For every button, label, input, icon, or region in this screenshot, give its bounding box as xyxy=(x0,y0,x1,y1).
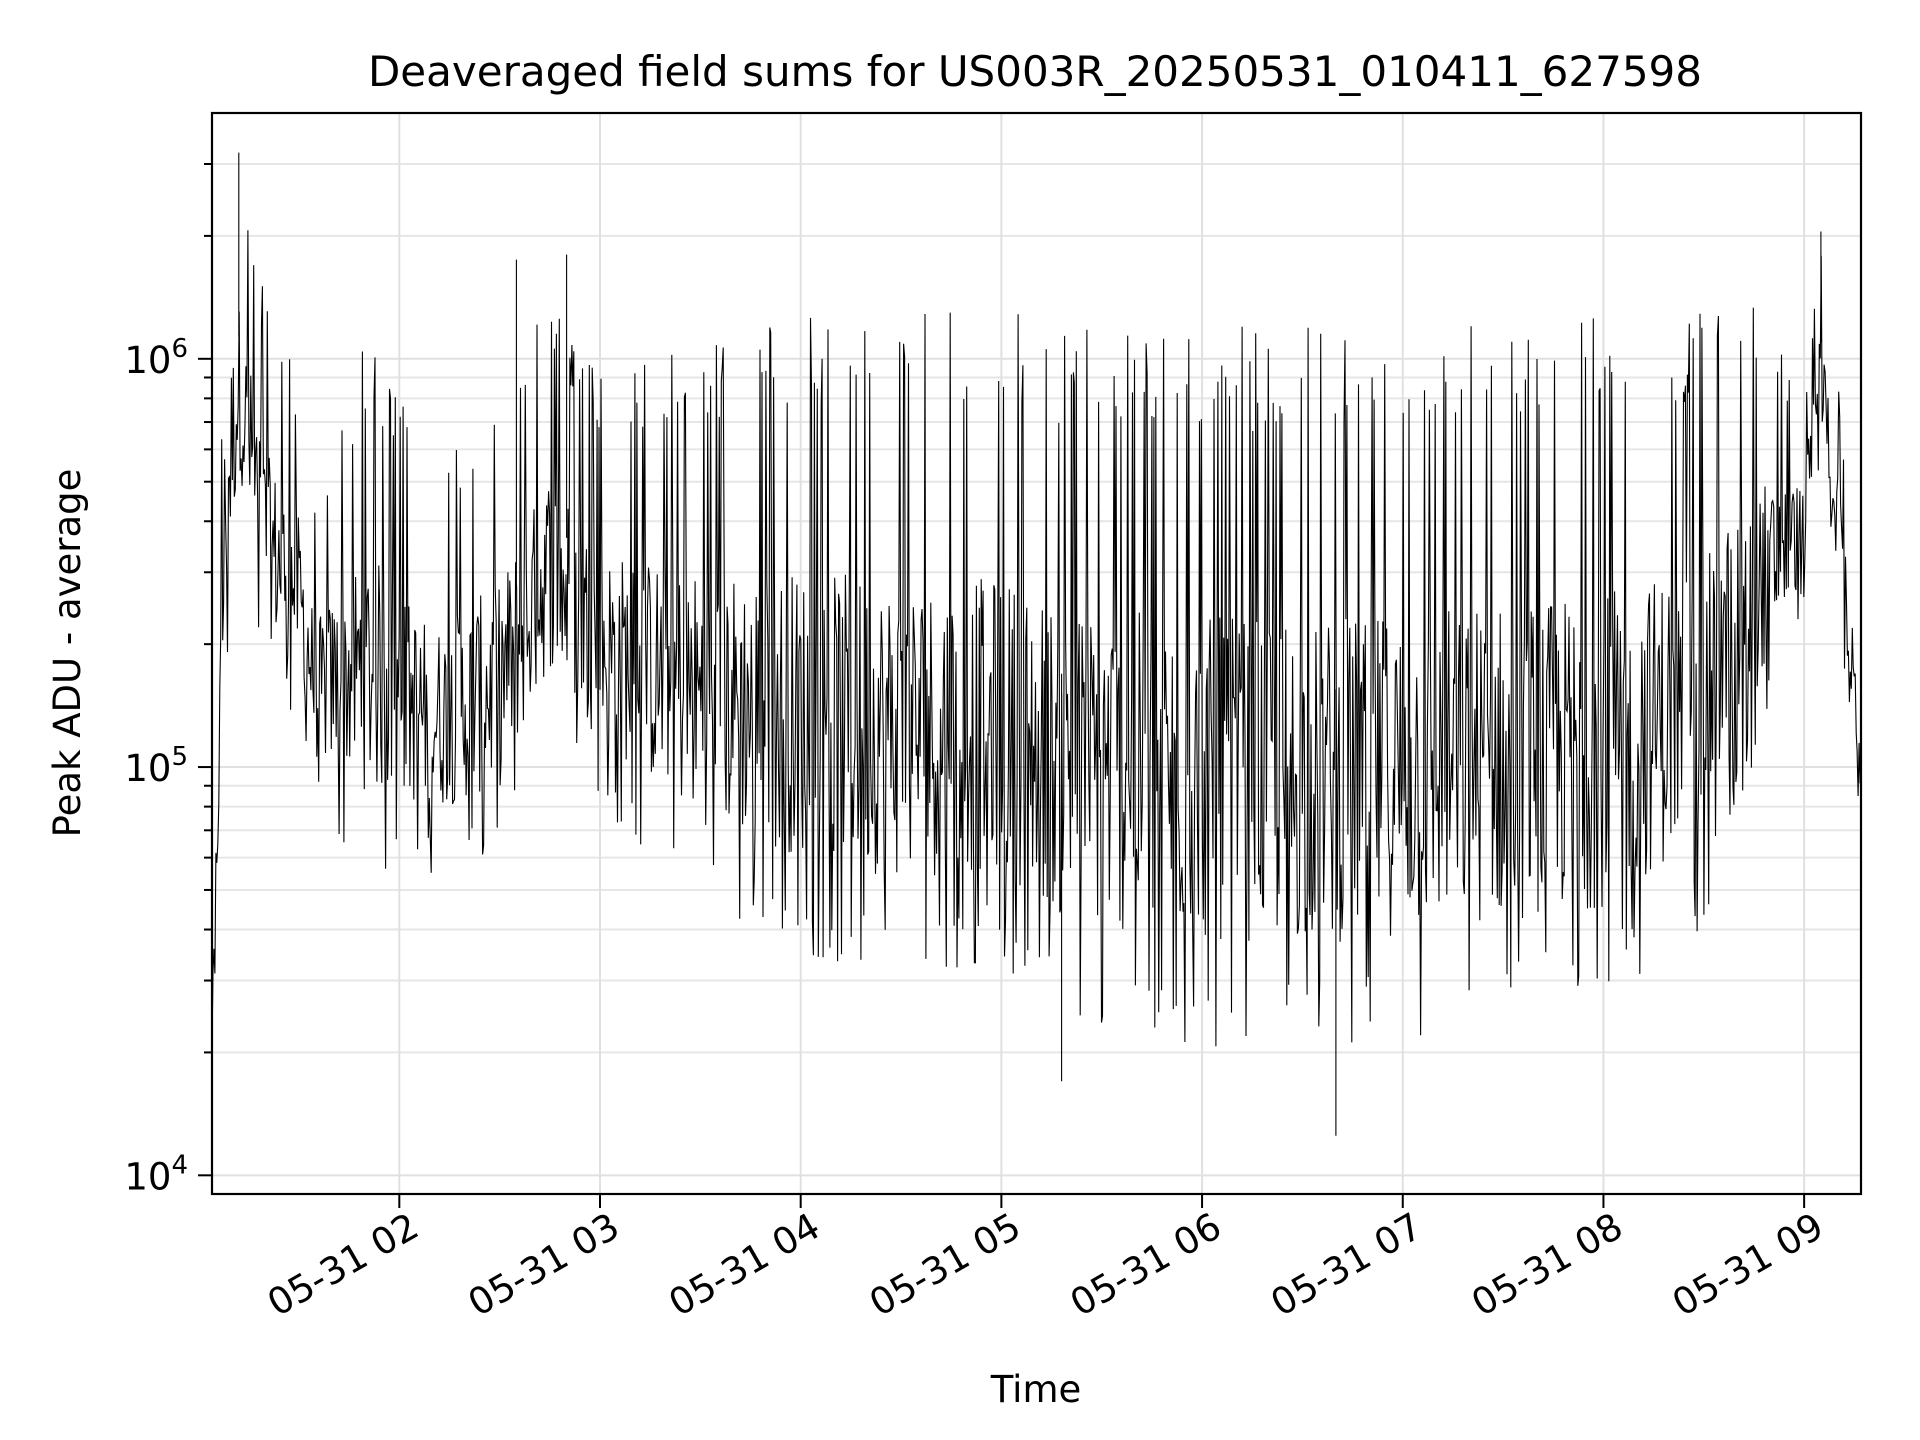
y-tick-label: 106 xyxy=(124,334,188,382)
chart-title: Deaveraged field sums for US003R_2025053… xyxy=(368,47,1702,96)
y-tick-label: 105 xyxy=(124,742,188,790)
y-tick-label: 104 xyxy=(124,1150,188,1198)
series-line xyxy=(211,152,1862,1136)
y-axis-label: Peak ADU - average xyxy=(46,469,89,838)
x-axis-label: Time xyxy=(990,1368,1082,1411)
plot-frame xyxy=(210,111,1863,1196)
